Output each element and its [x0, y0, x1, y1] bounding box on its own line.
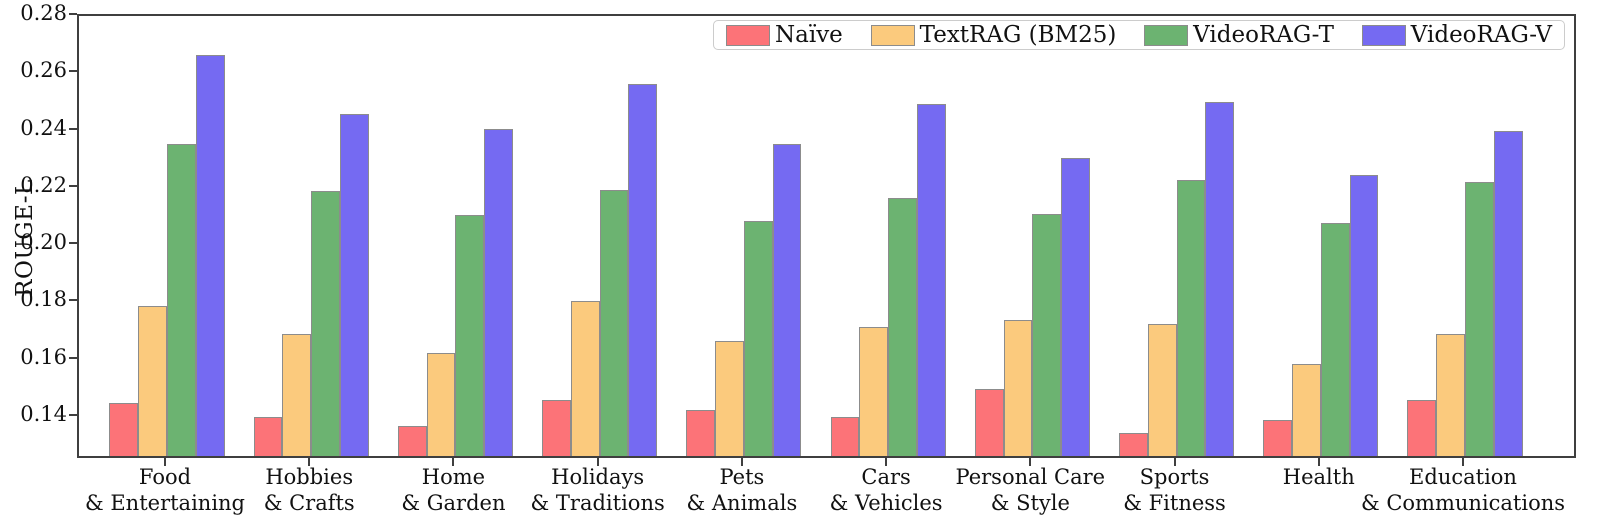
- y-tick-label: 0.20: [20, 230, 67, 255]
- bar-videorag-t: [311, 191, 341, 456]
- legend-swatch-icon: [1144, 24, 1189, 46]
- bar-na-ve: [1407, 400, 1437, 456]
- plot-area: Naïve TextRAG (BM25) VideoRAG-T VideoRAG-V: [77, 14, 1576, 458]
- y-tick-mark: [69, 184, 77, 187]
- bar-na-ve: [1263, 420, 1292, 456]
- y-tick-mark: [69, 127, 77, 130]
- bar-na-ve: [253, 417, 283, 456]
- bar-textrag-bm25-: [138, 305, 167, 456]
- bar-na-ve: [109, 403, 139, 456]
- x-category-label: Health: [1282, 465, 1355, 489]
- legend-item: TextRAG (BM25): [870, 22, 1117, 48]
- bar-textrag-bm25-: [426, 352, 456, 456]
- bar-videorag-v: [628, 83, 658, 456]
- legend-label: VideoRAG-V: [1410, 22, 1552, 48]
- bar-na-ve: [830, 417, 860, 456]
- bar-textrag-bm25-: [1291, 364, 1321, 456]
- bar-videorag-v: [1493, 130, 1523, 456]
- legend-swatch-icon: [870, 24, 915, 46]
- legend-swatch-icon: [726, 24, 770, 46]
- legend-item: VideoRAG-V: [1361, 22, 1552, 48]
- bar-textrag-bm25-: [570, 301, 600, 456]
- bar-textrag-bm25-: [715, 341, 744, 456]
- bar-videorag-t: [743, 221, 773, 456]
- x-category-label: Cars & Vehicles: [829, 465, 943, 515]
- bar-videorag-v: [1205, 102, 1235, 456]
- y-tick-label: 0.24: [20, 115, 67, 140]
- y-tick-mark: [69, 299, 77, 302]
- legend: Naïve TextRAG (BM25) VideoRAG-T VideoRAG-V: [713, 20, 1565, 50]
- bar-videorag-t: [888, 198, 917, 456]
- y-tick-label: 0.14: [20, 402, 67, 427]
- x-category-label: Sports & Fitness: [1123, 465, 1226, 515]
- x-category-label: Pets & Animals: [686, 465, 798, 515]
- y-tick-label: 0.22: [20, 172, 67, 197]
- x-tick-mark: [1173, 458, 1176, 466]
- bar-na-ve: [974, 388, 1004, 456]
- bar-videorag-v: [195, 54, 225, 456]
- bar-videorag-t: [455, 215, 485, 456]
- y-tick-mark: [69, 242, 77, 245]
- bar-textrag-bm25-: [282, 334, 312, 456]
- legend-label: TextRAG (BM25): [919, 22, 1117, 48]
- bar-videorag-t: [599, 189, 629, 456]
- bar-videorag-v: [340, 113, 369, 456]
- x-category-label: Personal Care & Style: [955, 465, 1106, 515]
- bar-textrag-bm25-: [859, 327, 889, 456]
- bar-na-ve: [1118, 433, 1148, 456]
- bar-na-ve: [397, 425, 427, 456]
- bar-na-ve: [542, 400, 571, 456]
- bar-videorag-t: [1032, 213, 1062, 456]
- y-tick-label: 0.28: [20, 1, 67, 25]
- x-tick-mark: [1029, 458, 1032, 466]
- bar-videorag-v: [484, 129, 514, 456]
- x-tick-mark: [164, 458, 166, 466]
- legend-label: Naïve: [775, 22, 843, 48]
- x-category-label: Food & Entertaining: [84, 465, 245, 515]
- bar-videorag-t: [1320, 222, 1350, 456]
- y-tick-label: 0.26: [20, 58, 67, 83]
- bar-videorag-t: [1176, 179, 1206, 456]
- x-category-label: Holidays & Traditions: [530, 465, 665, 515]
- y-tick-mark: [69, 414, 77, 417]
- legend-item: Naïve: [726, 22, 843, 48]
- x-tick-mark: [740, 458, 743, 466]
- bar-videorag-t: [1465, 182, 1494, 456]
- x-tick-mark: [885, 458, 888, 466]
- legend-item: VideoRAG-T: [1144, 22, 1334, 48]
- x-tick-mark: [596, 458, 599, 466]
- x-category-label: Hobbies & Crafts: [263, 465, 355, 515]
- x-tick-mark: [452, 458, 455, 466]
- bar-na-ve: [686, 410, 716, 456]
- y-tick-mark: [69, 356, 77, 359]
- bar-textrag-bm25-: [1147, 324, 1177, 456]
- bar-videorag-v: [772, 143, 802, 456]
- y-tick-mark: [69, 70, 77, 73]
- x-category-label: Education & Communications: [1360, 465, 1566, 515]
- bar-videorag-v: [1349, 175, 1379, 456]
- bar-videorag-t: [167, 143, 196, 456]
- bar-videorag-v: [916, 103, 946, 456]
- x-tick-mark: [1462, 458, 1464, 466]
- bar-textrag-bm25-: [1436, 334, 1465, 456]
- legend-label: VideoRAG-T: [1193, 22, 1334, 48]
- x-tick-mark: [1317, 458, 1320, 466]
- y-tick-label: 0.16: [20, 344, 67, 369]
- y-tick-mark: [69, 13, 77, 15]
- x-category-label: Home & Garden: [401, 465, 506, 515]
- x-tick-mark: [308, 458, 311, 466]
- y-tick-label: 0.18: [20, 287, 67, 312]
- bar-textrag-bm25-: [1003, 319, 1033, 456]
- bar-videorag-v: [1061, 158, 1090, 456]
- legend-swatch-icon: [1361, 24, 1406, 46]
